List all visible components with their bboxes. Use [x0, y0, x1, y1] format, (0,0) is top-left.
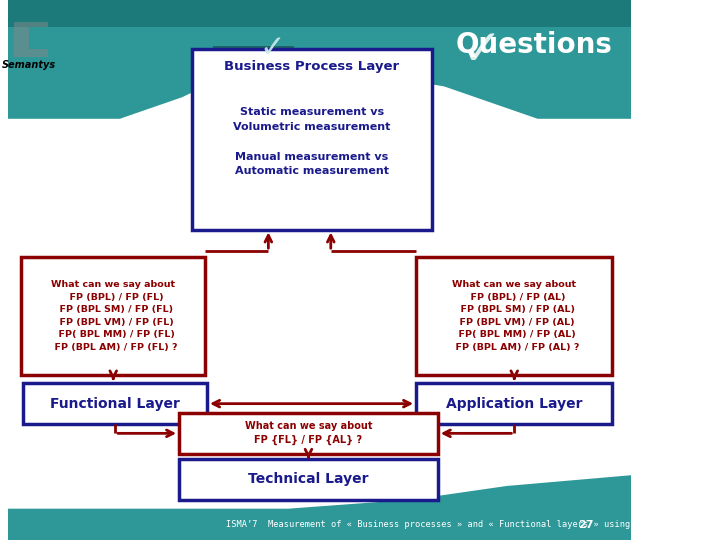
Text: 27: 27	[578, 520, 594, 530]
Bar	[7, 0, 631, 68]
Text: Functional Layer: Functional Layer	[50, 397, 180, 410]
Text: ✓: ✓	[461, 28, 503, 75]
Text: Semantys: Semantys	[2, 60, 56, 71]
Bar	[23, 383, 207, 424]
Text: Application Layer: Application Layer	[446, 397, 582, 410]
Bar	[30, 27, 48, 49]
Polygon shape	[7, 475, 631, 540]
Bar	[7, 509, 631, 540]
Bar	[179, 459, 438, 500]
Text: Technical Layer: Technical Layer	[248, 472, 369, 486]
Bar	[7, 35, 631, 510]
Bar	[22, 256, 205, 375]
Text: ✓: ✓	[260, 34, 285, 63]
Text: What can we say about
FP {FL} / FP {AL} ?: What can we say about FP {FL} / FP {AL} …	[245, 421, 372, 445]
Bar	[179, 413, 438, 454]
Text: What can we say about
  FP (BPL) / FP (FL)
  FP (BPL SM) / FP (FL)
  FP (BPL VM): What can we say about FP (BPL) / FP (FL)…	[48, 280, 178, 352]
Text: Static measurement vs
Volumetric measurement

Manual measurement vs
Automatic me: Static measurement vs Volumetric measure…	[233, 107, 390, 177]
Bar	[416, 383, 613, 424]
Text: What can we say about
  FP (BPL) / FP (AL)
  FP (BPL SM) / FP (AL)
  FP (BPL VM): What can we say about FP (BPL) / FP (AL)…	[449, 280, 580, 352]
Bar	[14, 22, 48, 57]
Polygon shape	[7, 0, 631, 119]
Text: ISMA’7  Measurement of « Business processes » and « Functional layers » using IF: ISMA’7 Measurement of « Business process…	[226, 521, 678, 529]
Text: Business Process Layer: Business Process Layer	[224, 60, 399, 73]
Bar	[7, 0, 631, 27]
Text: Questions: Questions	[456, 31, 613, 59]
Bar	[213, 46, 294, 68]
Bar	[416, 256, 613, 375]
Bar	[192, 49, 431, 229]
